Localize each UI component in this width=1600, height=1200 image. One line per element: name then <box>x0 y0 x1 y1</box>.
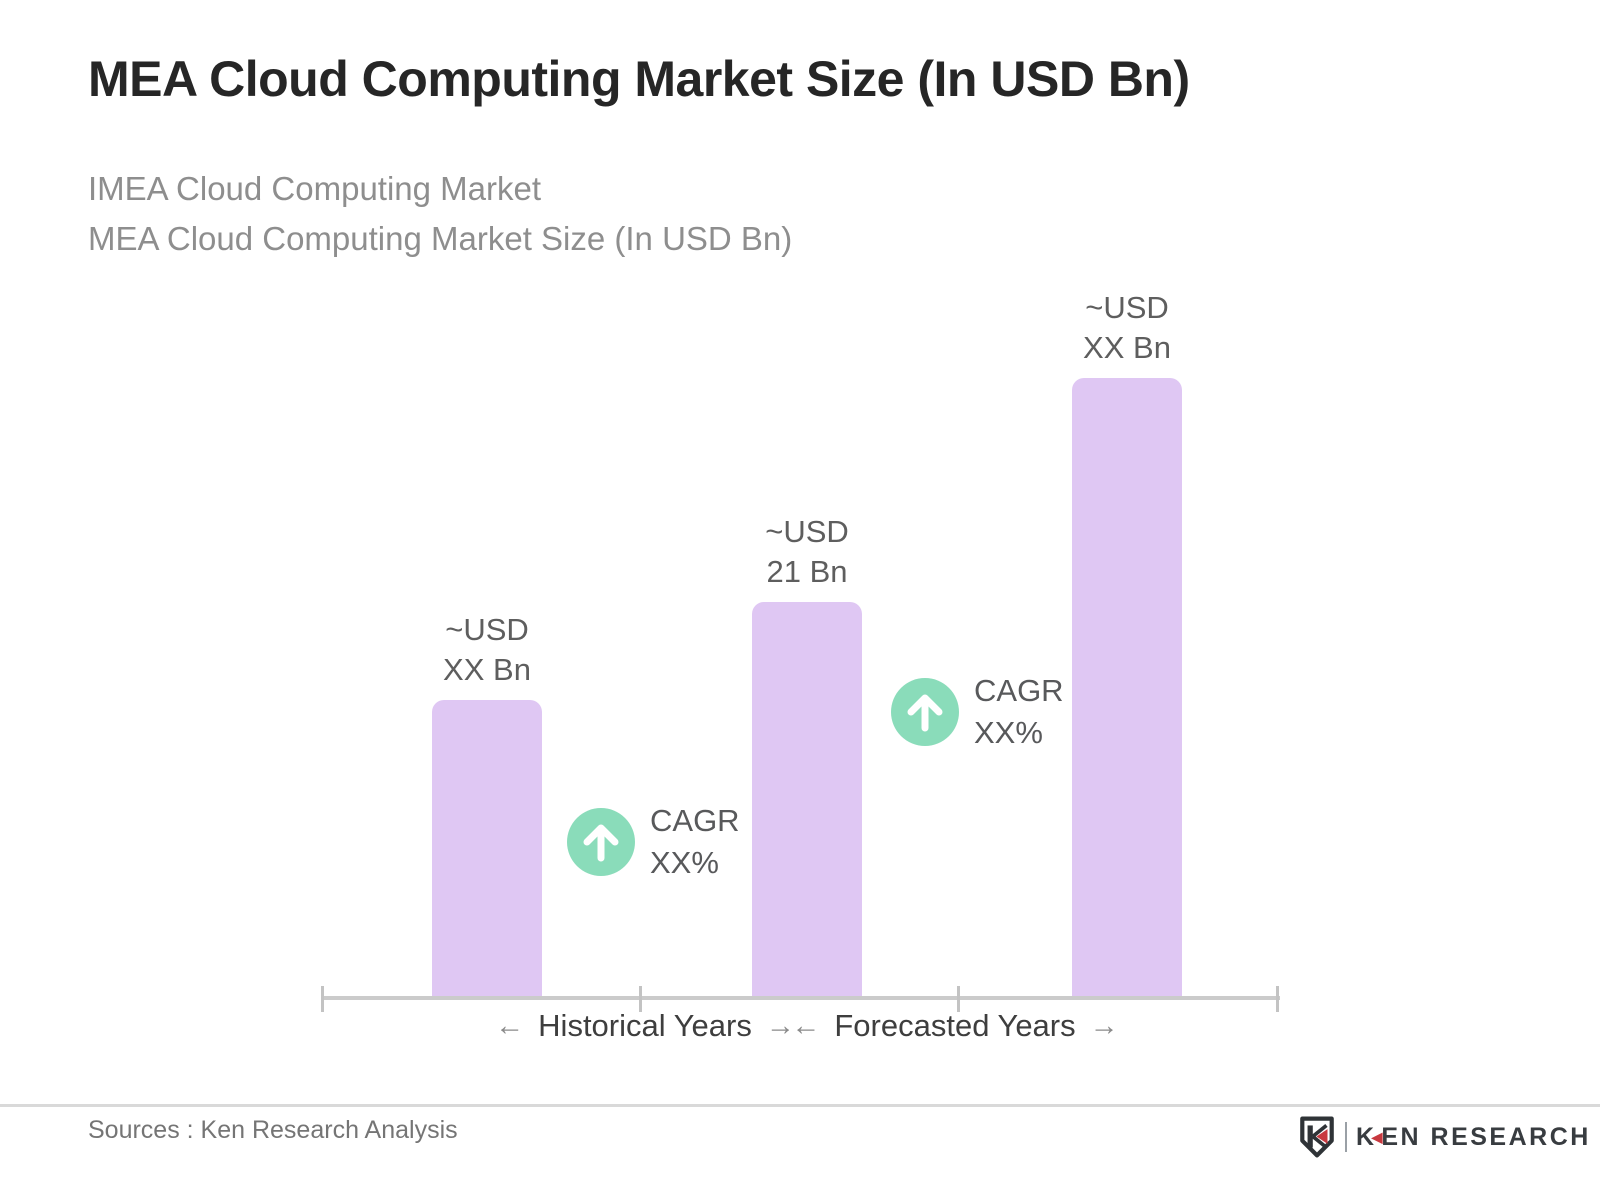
subtitle-line-1: IMEA Cloud Computing Market <box>88 170 542 207</box>
x-axis-tick <box>321 986 324 1012</box>
right-arrow-icon: → <box>765 1009 795 1042</box>
bar-base-year <box>752 602 862 998</box>
ken-research-shield-icon <box>1300 1116 1334 1158</box>
subtitle-line-2: MEA Cloud Computing Market Size (In USD … <box>88 220 793 257</box>
bar-value-label: ~USD XX Bn <box>443 612 531 687</box>
x-axis-line <box>322 996 1280 1000</box>
footer-divider <box>0 1104 1600 1107</box>
page-title: MEA Cloud Computing Market Size (In USD … <box>88 51 1190 107</box>
axis-section-label: Forecasted Years <box>834 1008 1076 1043</box>
up-arrow-glyph <box>583 824 619 862</box>
x-axis-tick <box>957 986 960 1012</box>
axis-section-historical-years: ← Historical Years → <box>465 1008 825 1044</box>
up-arrow-circle-icon <box>567 808 635 876</box>
cagr-label-historical: CAGR XX% <box>650 803 740 880</box>
x-axis-tick <box>639 986 642 1012</box>
chart-subtitle: IMEA Cloud Computing Market MEA Cloud Co… <box>88 164 792 264</box>
axis-section-forecasted-years: ← Forecasted Years → <box>775 1008 1135 1044</box>
bar-value-label: ~USD XX Bn <box>1083 290 1171 365</box>
logo-separator <box>1345 1122 1347 1152</box>
source-text: Sources : Ken Research Analysis <box>88 1116 458 1144</box>
right-arrow-icon: → <box>1089 1009 1119 1042</box>
bar-value-label: ~USD 21 Bn <box>765 514 849 589</box>
axis-section-label: Historical Years <box>538 1008 752 1043</box>
red-triangle-icon: ◀ <box>1371 1128 1383 1145</box>
left-arrow-icon: ← <box>791 1009 821 1042</box>
up-arrow-circle-icon <box>891 678 959 746</box>
logo-wordmark: K ◀ EN RESEARCH <box>1356 1122 1591 1151</box>
left-arrow-icon: ← <box>495 1009 525 1042</box>
bar-forecast <box>1072 378 1182 998</box>
ken-research-logo: K ◀ EN RESEARCH <box>1298 1114 1591 1160</box>
bar-historical <box>432 700 542 998</box>
cagr-label-forecast: CAGR XX% <box>974 673 1064 750</box>
x-axis-tick <box>1276 986 1279 1012</box>
up-arrow-glyph <box>907 694 943 732</box>
